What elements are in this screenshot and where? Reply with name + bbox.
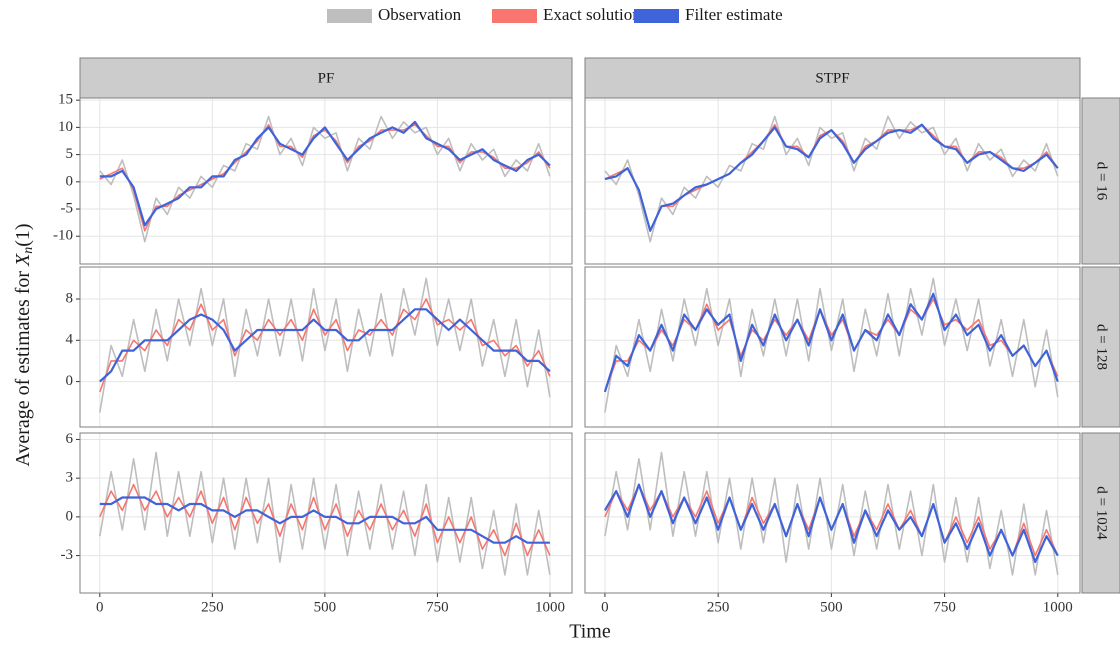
x-tick-label: 750 [933, 599, 956, 615]
series-line [99, 277, 551, 413]
series-line [99, 483, 551, 557]
panel-background [80, 433, 572, 593]
facet-strip [1081, 97, 1120, 265]
legend-label: Filter estimate [685, 5, 783, 24]
legend-swatch [634, 9, 679, 23]
y-tick-label: 4 [66, 332, 74, 348]
y-label-text: Average of estimates for [12, 266, 34, 467]
panel-background [585, 98, 1080, 264]
y-tick-label: -5 [61, 200, 74, 216]
x-axis-label: Time [569, 621, 611, 643]
facet-strip [1081, 266, 1120, 428]
panel-border [584, 266, 1081, 428]
x-tick-label: 1000 [1043, 599, 1073, 615]
y-axis-label: Average of estimates for Xn(1) [12, 223, 37, 466]
facet-label: d = 1024 [1094, 486, 1110, 540]
y-label-arg: (1) [12, 223, 34, 246]
facet-label: PF [318, 70, 335, 86]
x-tick-label: 1000 [535, 599, 565, 615]
panel-border [584, 97, 1081, 265]
panel-border [584, 432, 1081, 594]
x-tick-label: 0 [96, 599, 104, 615]
facet-label: STPF [815, 70, 849, 86]
legend-label: Observation [378, 5, 462, 24]
series-line [604, 123, 1059, 232]
series-line [604, 115, 1059, 243]
y-tick-label: -10 [53, 228, 73, 244]
y-tick-label: 6 [66, 431, 74, 447]
series-line [604, 451, 1059, 576]
series-group [603, 451, 1059, 576]
legend-label: Exact solution [543, 5, 641, 24]
x-tick-label: 250 [201, 599, 224, 615]
series-group [99, 451, 551, 576]
series-line [604, 277, 1059, 413]
series-line [99, 496, 550, 544]
series-line [99, 451, 551, 576]
series-line [99, 308, 551, 383]
series-group [99, 277, 551, 413]
y-tick-label: -3 [61, 547, 74, 563]
x-tick-label: 250 [707, 599, 730, 615]
series-line [99, 115, 551, 243]
x-tick-label: 0 [601, 599, 609, 615]
facet-strip [584, 57, 1081, 99]
x-tick-label: 500 [314, 599, 337, 615]
y-tick-label: 15 [58, 92, 73, 108]
y-label-var: X [12, 253, 34, 267]
series-line [603, 292, 1059, 393]
y-tick-label: 8 [66, 290, 74, 306]
series-line [603, 483, 1059, 564]
panel-border [79, 266, 573, 428]
panel-border [79, 97, 573, 265]
y-tick-label: 0 [66, 373, 74, 389]
x-tick-label: 750 [426, 599, 449, 615]
panel-border [79, 432, 573, 594]
series-group [99, 115, 551, 243]
y-tick-label: 10 [58, 119, 73, 135]
facet-strip [1081, 432, 1120, 594]
series-group [604, 115, 1059, 243]
facet-label: d = 16 [1094, 162, 1110, 201]
panel-background [80, 98, 572, 264]
y-tick-label: 5 [66, 146, 74, 162]
y-tick-label: 0 [66, 173, 74, 189]
panel-background [585, 433, 1080, 593]
facet-strip [79, 57, 573, 99]
series-group [603, 277, 1059, 413]
x-tick-label: 500 [820, 599, 843, 615]
series-line [99, 120, 551, 227]
y-tick-label: 0 [66, 508, 74, 524]
legend-swatch [327, 9, 372, 23]
facet-label: d = 128 [1094, 324, 1110, 370]
y-tick-label: 3 [66, 470, 74, 486]
series-line [99, 298, 551, 393]
y-label-sub: n [21, 247, 36, 254]
legend-swatch [492, 9, 537, 23]
